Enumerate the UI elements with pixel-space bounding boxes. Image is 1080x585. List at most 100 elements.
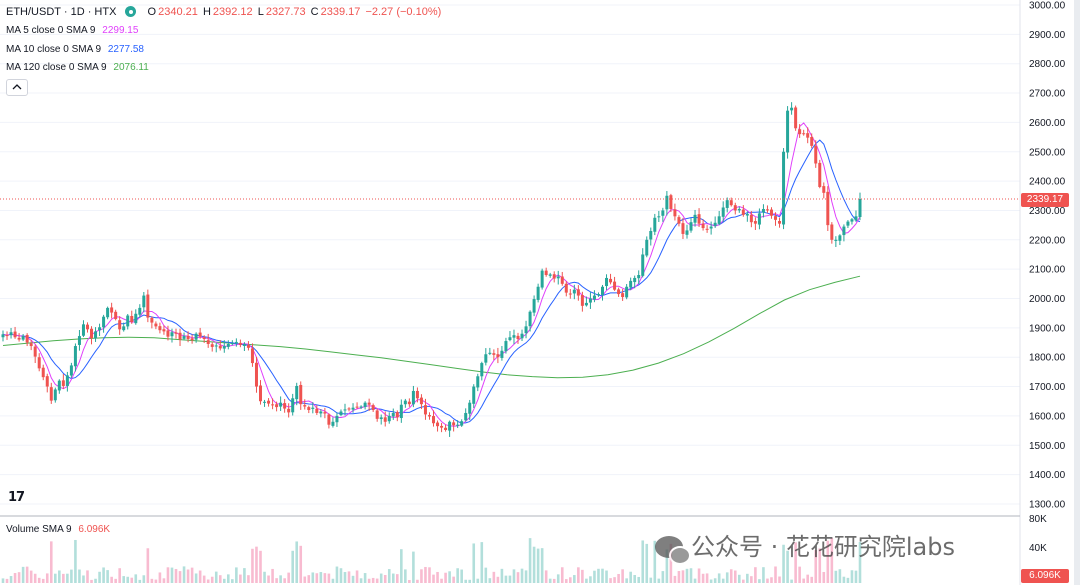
price-tick-label: 2900.00 — [1029, 30, 1066, 41]
candle-body — [69, 365, 73, 376]
candle-body — [94, 331, 98, 339]
ma5-value: 2299.15 — [102, 25, 139, 36]
volume-bar — [524, 570, 528, 583]
ma10-legend[interactable]: MA 10 close 0 SMA 9 2277.58 — [6, 44, 144, 55]
candle-body — [339, 411, 343, 416]
volume-bar — [601, 568, 604, 583]
candle-body — [625, 286, 629, 298]
candle-body — [830, 224, 834, 240]
candle-body — [444, 427, 448, 430]
volume-bar — [468, 579, 472, 583]
candle-body — [126, 315, 130, 327]
volume-legend[interactable]: Volume SMA 9 6.096K — [6, 524, 110, 535]
candle-body — [560, 276, 564, 284]
volume-bar — [214, 571, 218, 583]
candle-body — [335, 415, 339, 423]
volume-bar — [379, 573, 383, 583]
price-tick-label: 2600.00 — [1029, 118, 1066, 129]
volume-bar — [436, 571, 439, 583]
candle-body — [456, 424, 460, 426]
candle-body — [492, 353, 496, 355]
candle-body — [657, 216, 661, 218]
volume-bar — [162, 578, 166, 583]
volume-bar — [174, 568, 178, 583]
volume-bar — [351, 575, 355, 583]
volume-bar — [130, 577, 134, 583]
ma5-path — [2, 122, 861, 427]
volume-bar — [633, 575, 636, 583]
collapse-legend-button[interactable] — [6, 79, 28, 96]
volume-bar — [528, 538, 532, 583]
volume-bar — [404, 569, 407, 583]
volume-bar — [287, 572, 290, 583]
volume-bar — [581, 569, 584, 583]
candle-body — [810, 136, 814, 146]
ma10-value: 2277.58 — [107, 44, 144, 55]
volume-bar — [689, 568, 693, 583]
candle-body — [114, 311, 118, 320]
candle-body — [110, 307, 114, 313]
volume-bar — [790, 579, 793, 583]
volume-bar — [255, 546, 258, 583]
volume-bar — [74, 539, 77, 583]
volume-bar — [182, 566, 186, 583]
volume-bar — [432, 574, 435, 583]
volume-bar — [480, 542, 484, 583]
volume-bar — [641, 540, 645, 583]
volume-bar — [303, 576, 307, 583]
volume-bar — [70, 569, 73, 583]
volume-bar — [589, 576, 592, 583]
volume-bar — [717, 573, 721, 583]
volume-bar — [850, 570, 854, 583]
volume-bar — [858, 541, 862, 583]
candle-body — [198, 332, 202, 337]
candle-body — [484, 354, 488, 363]
candle-body — [790, 107, 794, 111]
volume-bar — [122, 576, 126, 583]
candle-body — [230, 343, 234, 345]
volume-bar — [637, 576, 641, 583]
volume-bar — [770, 577, 773, 583]
volume-bar — [697, 568, 701, 583]
candle-body — [572, 289, 576, 294]
ma120-legend[interactable]: MA 120 close 0 SMA 9 2076.11 — [6, 62, 149, 73]
volume-bar — [138, 579, 142, 583]
candle-body — [291, 398, 295, 413]
volume-bar — [536, 548, 540, 583]
candle-body — [653, 217, 657, 232]
wechat-icon — [655, 536, 691, 565]
volume-bar — [681, 570, 685, 583]
volume-bar — [218, 575, 222, 583]
candle-body — [725, 200, 729, 208]
low-value: 2327.73 — [265, 6, 306, 18]
volume-bar — [778, 576, 781, 583]
candle-body — [846, 221, 850, 226]
candle-body — [528, 311, 532, 327]
ma120-path — [2, 275, 861, 379]
price-tick-label: 2500.00 — [1029, 147, 1066, 158]
volume-bar — [416, 579, 419, 583]
volume-bar — [746, 573, 749, 583]
volume-bar — [158, 572, 162, 583]
scrollbar[interactable] — [1074, 0, 1080, 585]
volume-bar — [251, 548, 254, 583]
candle-body — [170, 332, 174, 337]
high-value: 2392.12 — [212, 6, 253, 18]
candle-body — [440, 425, 444, 428]
candle-body — [85, 324, 89, 330]
volume-bar — [291, 550, 294, 583]
grid — [0, 4, 1020, 505]
candle-body — [287, 408, 291, 413]
volume-bar — [295, 541, 299, 583]
volume-bar — [190, 567, 194, 583]
ma5-legend[interactable]: MA 5 close 0 SMA 9 2299.15 — [6, 25, 138, 36]
tradingview-logo[interactable]: 17 — [8, 490, 25, 505]
volume-bar — [186, 569, 190, 583]
candle-body — [263, 401, 267, 403]
volume-bar — [472, 543, 476, 583]
volume-bar — [774, 566, 777, 583]
candle-body — [677, 217, 681, 224]
ma5-label: MA 5 close 0 SMA 9 — [6, 25, 96, 36]
candle-body — [681, 223, 685, 234]
